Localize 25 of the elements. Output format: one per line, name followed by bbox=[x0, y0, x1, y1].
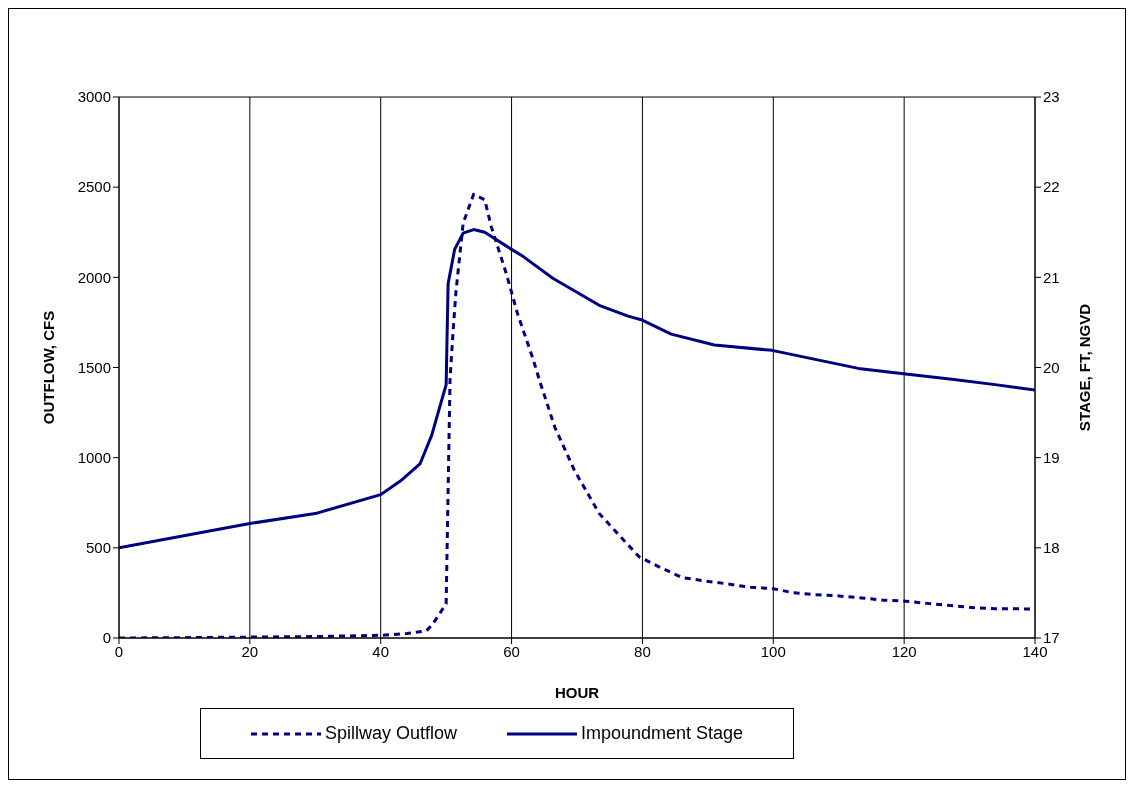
y-tick-label: 2500 bbox=[77, 178, 111, 196]
x-tick-label: 40 bbox=[372, 642, 390, 660]
y-tick-label: 2000 bbox=[77, 268, 111, 286]
y-tick-label: 3000 bbox=[77, 88, 111, 106]
legend-label: Impoundment Stage bbox=[579, 723, 744, 744]
y2-tick-label: 19 bbox=[1043, 448, 1060, 466]
y2-tick-label: 21 bbox=[1043, 268, 1060, 286]
x-tick-label: 100 bbox=[760, 642, 786, 660]
y2-axis-title: STAGE, FT, NGVD bbox=[1076, 303, 1094, 432]
legend-label: Spillway Outflow bbox=[323, 723, 457, 744]
x-tick-label: 60 bbox=[503, 642, 520, 660]
y-tick-label: 500 bbox=[85, 539, 111, 557]
y2-tick-label: 20 bbox=[1043, 358, 1060, 376]
y2-tick-label: 23 bbox=[1043, 88, 1060, 106]
y2-tick-label: 18 bbox=[1043, 539, 1060, 557]
y-tick-label: 1000 bbox=[77, 448, 111, 466]
x-axis-title: HOUR bbox=[554, 684, 600, 701]
y-tick-label: 1500 bbox=[77, 358, 111, 376]
x-tick-label: 120 bbox=[891, 642, 917, 660]
y-axis-title: OUTFLOW, CFS bbox=[40, 310, 58, 425]
y2-tick-label: 22 bbox=[1043, 178, 1060, 196]
x-tick-label: 0 bbox=[114, 642, 124, 660]
x-tick-label: 80 bbox=[634, 642, 651, 660]
x-tick-label: 20 bbox=[241, 642, 259, 660]
y-tick-label: 0 bbox=[102, 629, 111, 647]
